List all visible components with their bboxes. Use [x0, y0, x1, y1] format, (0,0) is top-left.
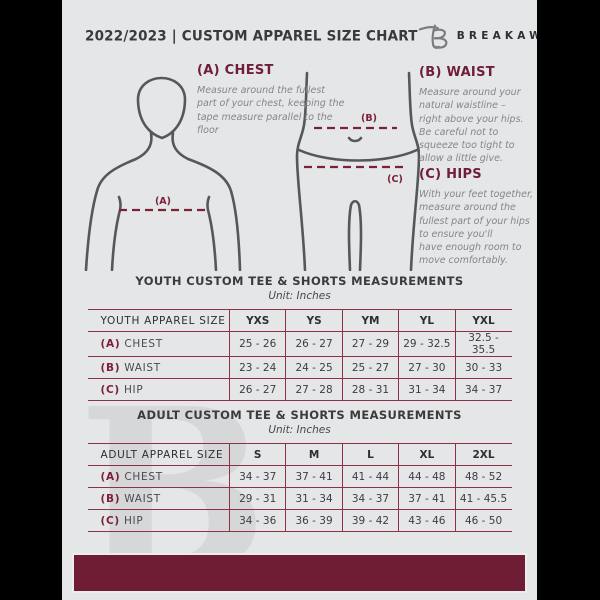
cell: 44 - 48: [398, 465, 456, 488]
youth-section: YOUTH CUSTOM TEE & SHORTS MEASUREMENTS U…: [62, 274, 537, 401]
youth-hip-label: (C) HIP: [87, 378, 230, 401]
cell: 46 - 50: [454, 509, 512, 532]
lower-body-figure: (B) (C): [295, 71, 420, 271]
youth-col-ym: YM: [341, 309, 399, 332]
adult-col-m: M: [285, 443, 343, 466]
cell: 39 - 42: [341, 509, 399, 532]
adult-header-row: ADULT APPAREL SIZE S M L XL 2XL: [87, 443, 512, 466]
table-row: (B) WAIST 29 - 31 31 - 34 34 - 37 37 - 4…: [87, 487, 512, 510]
youth-table-unit: Unit: Inches: [268, 290, 331, 302]
adult-size-table: ADULT APPAREL SIZE S M L XL 2XL (A) CHES…: [87, 443, 512, 532]
hip-marker-label: (C): [387, 174, 403, 185]
cell: 48 - 52: [454, 465, 512, 488]
hips-guide: (C) HIPS With your feet together, measur…: [419, 167, 533, 268]
measurement-guide-section: (A) (B) (C) (A) CHEST Measure around the…: [62, 55, 537, 273]
adult-col-s: S: [228, 443, 286, 466]
waist-guide-heading: (B) WAIST: [419, 65, 495, 80]
chest-guide-body: Measure around the fullest part of your …: [197, 85, 345, 136]
youth-label-header: YOUTH APPAREL SIZE: [87, 309, 230, 332]
cell: 31 - 34: [398, 378, 456, 401]
adult-waist-label: (B) WAIST: [87, 487, 230, 510]
table-row: (A) CHEST 34 - 37 37 - 41 41 - 44 44 - 4…: [87, 465, 512, 488]
row-label: WAIST: [124, 492, 161, 505]
table-row: (C) HIP 34 - 36 36 - 39 39 - 42 43 - 46 …: [87, 509, 512, 532]
row-label: CHEST: [124, 338, 163, 350]
chest-guide-heading: (A) CHEST: [197, 63, 274, 78]
cell: 37 - 41: [285, 465, 343, 488]
adult-col-2xl: 2XL: [454, 443, 512, 466]
adult-table-unit: Unit: Inches: [268, 424, 331, 436]
row-prefix: (A): [100, 338, 121, 350]
youth-col-yxs: YXS: [228, 309, 286, 332]
row-label: CHEST: [124, 470, 163, 483]
cell: 23 - 24: [228, 356, 286, 379]
youth-col-ys: YS: [285, 309, 343, 332]
youth-col-yxl: YXL: [454, 309, 512, 332]
chest-guide: (A) CHEST Measure around the fullest par…: [197, 63, 345, 137]
cell: 37 - 41: [398, 487, 456, 510]
table-row: (B) WAIST 23 - 24 24 - 25 25 - 27 27 - 3…: [87, 356, 512, 379]
adult-col-xl: XL: [398, 443, 456, 466]
waist-marker-label: (B): [361, 113, 377, 124]
cell: 26 - 27: [285, 331, 343, 357]
upper-body-figure: (A): [84, 76, 242, 271]
row-prefix: (A): [100, 470, 121, 483]
youth-table-title: YOUTH CUSTOM TEE & SHORTS MEASUREMENTS: [135, 274, 464, 288]
waist-guide: (B) WAIST Measure around your natural wa…: [419, 65, 531, 166]
cell: 34 - 36: [228, 509, 286, 532]
row-prefix: (B): [100, 492, 121, 505]
brand-wordmark: BREAKAWAY: [456, 29, 537, 42]
cell: 36 - 39: [285, 509, 343, 532]
cell: 24 - 25: [285, 356, 343, 379]
row-prefix: (C): [100, 514, 120, 527]
youth-chest-label: (A) CHEST: [87, 331, 230, 357]
cell: 27 - 29: [341, 331, 399, 357]
footer-accent-bar: [72, 553, 527, 593]
row-label: WAIST: [124, 361, 161, 374]
cell: 29 - 32.5: [398, 331, 456, 357]
hips-guide-heading: (C) HIPS: [419, 167, 482, 182]
adult-table-title: ADULT CUSTOM TEE & SHORTS MEASUREMENTS: [137, 408, 462, 422]
cell: 34 - 37: [341, 487, 399, 510]
cell: 43 - 46: [398, 509, 456, 532]
size-chart-page: 2022/2023 | CUSTOM APPAREL SIZE CHART BR…: [62, 0, 537, 600]
adult-col-l: L: [341, 443, 399, 466]
adult-section: ADULT CUSTOM TEE & SHORTS MEASUREMENTS U…: [62, 408, 537, 532]
breakaway-b-icon: [418, 24, 448, 49]
youth-col-yl: YL: [398, 309, 456, 332]
cell: 25 - 26: [228, 331, 286, 357]
cell: 32.5 - 35.5: [454, 331, 512, 357]
cell: 41 - 44: [341, 465, 399, 488]
cell: 29 - 31: [228, 487, 286, 510]
row-prefix: (B): [100, 361, 121, 374]
cell: 34 - 37: [454, 378, 512, 401]
cell: 41 - 45.5: [454, 487, 512, 510]
adult-hip-label: (C) HIP: [87, 509, 230, 532]
table-row: (C) HIP 26 - 27 27 - 28 28 - 31 31 - 34 …: [87, 378, 512, 401]
cell: 34 - 37: [228, 465, 286, 488]
waist-guide-body: Measure around your natural waistline – …: [419, 87, 524, 165]
youth-size-table: YOUTH APPAREL SIZE YXS YS YM YL YXL (A) …: [87, 309, 512, 401]
cell: 27 - 28: [285, 378, 343, 401]
cell: 31 - 34: [285, 487, 343, 510]
chest-marker-label: (A): [155, 196, 171, 207]
youth-waist-label: (B) WAIST: [87, 356, 230, 379]
youth-header-row: YOUTH APPAREL SIZE YXS YS YM YL YXL: [87, 309, 512, 332]
page-title: 2022/2023 | CUSTOM APPAREL SIZE CHART: [85, 26, 418, 45]
cell: 28 - 31: [341, 378, 399, 401]
table-row: (A) CHEST 25 - 26 26 - 27 27 - 29 29 - 3…: [87, 331, 512, 357]
adult-label-header: ADULT APPAREL SIZE: [87, 443, 230, 466]
cell: 26 - 27: [228, 378, 286, 401]
row-label: HIP: [123, 383, 144, 396]
adult-chest-label: (A) CHEST: [87, 465, 230, 488]
hips-guide-body: With your feet together, measure around …: [419, 189, 534, 267]
cell: 25 - 27: [341, 356, 399, 379]
page-header: 2022/2023 | CUSTOM APPAREL SIZE CHART BR…: [62, 0, 537, 55]
brand-logo: BREAKAWAY: [418, 21, 537, 51]
row-prefix: (C): [100, 383, 120, 396]
cell: 30 - 33: [454, 356, 512, 379]
row-label: HIP: [123, 514, 144, 527]
cell: 27 - 30: [398, 356, 456, 379]
